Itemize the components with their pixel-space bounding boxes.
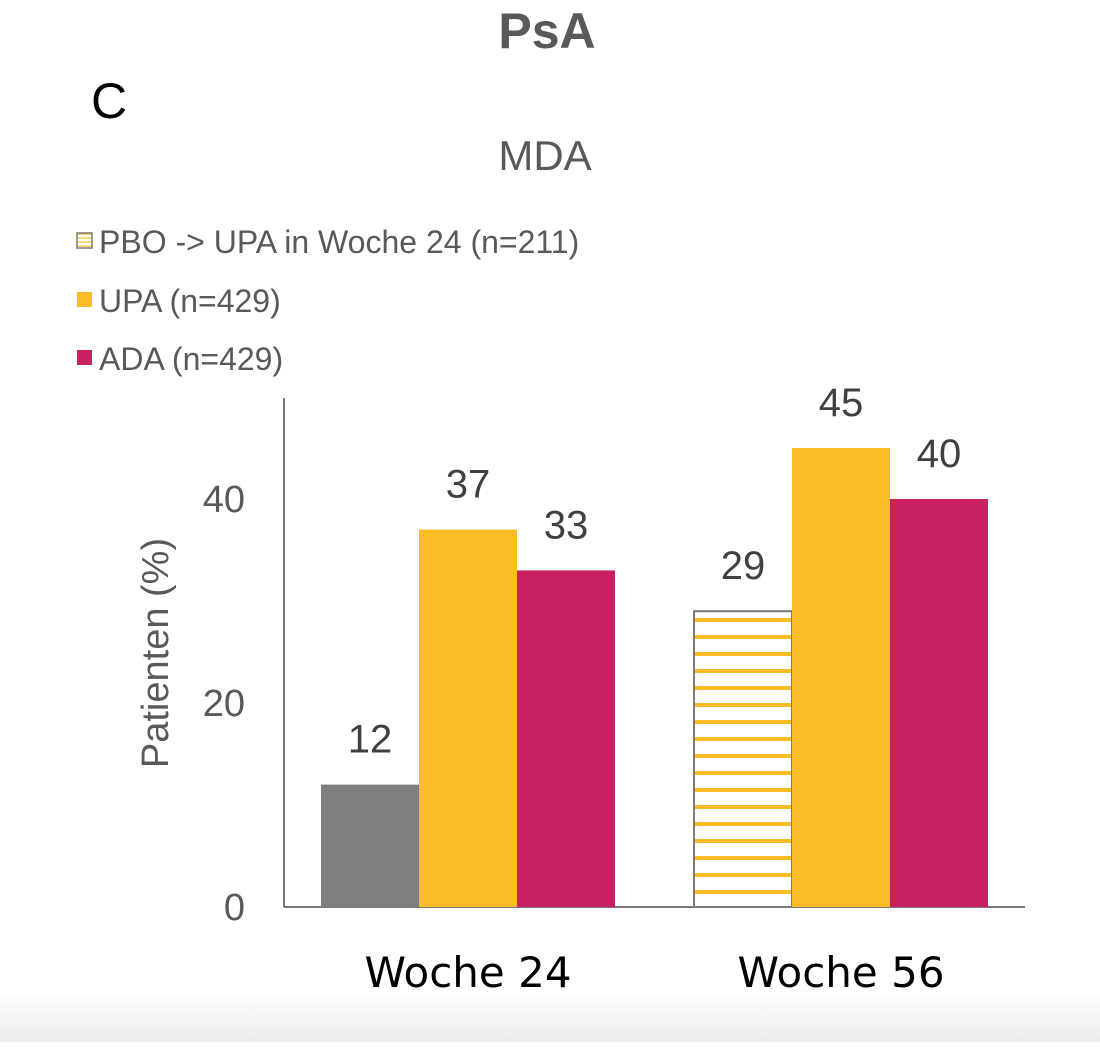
bar [517, 570, 615, 907]
legend-swatch [77, 292, 92, 307]
bar [419, 529, 517, 907]
bar [693, 610, 793, 908]
bottom-shade [0, 990, 1100, 1042]
data-label: 37 [446, 463, 491, 507]
chart-title: PsA [498, 3, 595, 59]
legend-label: PBO -> UPA in Woche 24 (n=211) [99, 224, 579, 260]
bar [890, 499, 988, 907]
data-label: 12 [348, 718, 393, 762]
data-label: 29 [721, 544, 766, 588]
data-label: 33 [544, 503, 589, 547]
y-axis-label: Patienten (%) [135, 538, 177, 768]
bars [321, 448, 988, 908]
legend-swatch [77, 350, 92, 365]
legend-swatch [76, 232, 93, 249]
legend-label: ADA (n=429) [99, 341, 283, 377]
bar [792, 448, 890, 907]
data-labels: 12 37 33 Woche 24 29 45 40 Woche 56 [348, 381, 962, 997]
x-tick-label: Woche 56 [737, 948, 944, 997]
y-tick-label: 40 [203, 479, 245, 521]
legend-label: UPA (n=429) [99, 283, 281, 319]
data-label: 45 [819, 381, 864, 425]
x-tick-label: Woche 24 [364, 948, 571, 997]
y-tick-label: 0 [224, 887, 245, 929]
bar [321, 784, 419, 907]
data-label: 40 [917, 432, 962, 476]
legend: PBO -> UPA in Woche 24 (n=211) UPA (n=429… [76, 224, 579, 377]
chart-subtitle: MDA [498, 132, 591, 179]
y-tick-label: 20 [203, 683, 245, 725]
panel-label: C [91, 73, 127, 129]
